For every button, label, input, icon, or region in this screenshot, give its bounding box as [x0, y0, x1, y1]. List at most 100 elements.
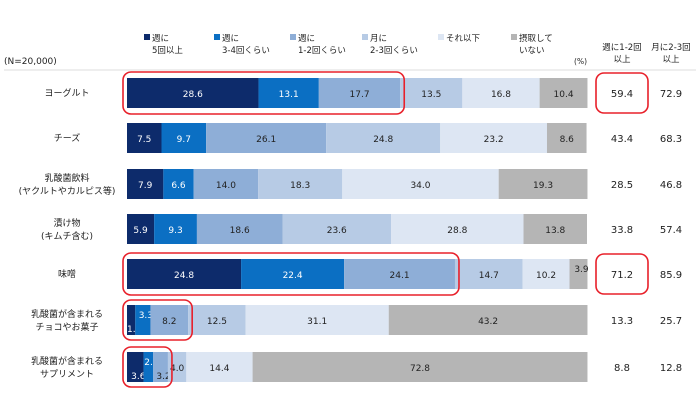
bar-value-r1-s4: 13.5	[421, 90, 441, 100]
bar-segment-r7-s2	[143, 352, 154, 382]
bar-segment-r5-s5	[522, 259, 570, 289]
bar-value-r4-s6: 13.8	[545, 226, 565, 236]
bar-value-r7-s6: 72.8	[410, 364, 430, 374]
bar-segment-r7-s3	[153, 352, 168, 382]
summary2-value-2: 68.3	[660, 134, 682, 145]
summary2-value-5: 85.9	[660, 270, 682, 281]
bar-segment-r1-s3	[318, 78, 401, 108]
bar-segment-r3-s6	[498, 169, 588, 199]
category-label-4-line2: (キムチ含む)	[41, 230, 93, 242]
legend-swatch-4	[362, 34, 368, 40]
category-label-7-line2: サプリメント	[40, 369, 94, 380]
legend-label-4-line1: 月に	[370, 34, 387, 44]
legend-label-2-line1: 週に	[222, 34, 239, 44]
bar-value-r6-s6: 43.2	[478, 317, 498, 327]
bar-segment-r6-s5	[245, 305, 389, 335]
category-label-3-line1: 乳酸菌飲料	[44, 172, 89, 184]
bar-segment-r3-s5	[342, 169, 499, 199]
legend-label-3-line1: 週に	[298, 34, 315, 44]
summary1-value-5: 71.2	[611, 270, 633, 281]
bar-value-r6-s5: 31.1	[307, 317, 327, 327]
bar-segment-r2-s3	[206, 123, 327, 153]
legend-swatch-1	[144, 34, 150, 40]
summary-header-1-line2: 以上	[613, 55, 631, 65]
sample-size-note: (N=20,000)	[4, 57, 57, 67]
highlight-box-bar-6	[122, 299, 193, 341]
bar-segment-r4-s4	[282, 214, 392, 244]
bar-value-r3-s3: 14.0	[216, 181, 236, 191]
summary1-value-6: 13.3	[611, 316, 633, 327]
summary1-value-2: 43.4	[611, 134, 633, 145]
summary-header-1-line1: 週に1-2回	[602, 43, 641, 53]
highlight-box-summary1-5	[595, 253, 649, 295]
legend-swatch-5	[438, 34, 444, 40]
bar-segment-r6-s3	[150, 305, 189, 335]
bar-value-r3-s1: 7.9	[138, 181, 153, 191]
bar-value-r3-s5: 34.0	[410, 181, 430, 191]
summary2-value-1: 72.9	[660, 89, 682, 100]
bar-value-r4-s3: 18.6	[230, 226, 250, 236]
bar-value-r1-s1: 28.6	[183, 90, 203, 100]
bar-segment-r7-s5	[186, 352, 253, 382]
legend-swatch-2	[214, 34, 220, 40]
bar-value-r1-s2: 13.1	[279, 90, 299, 100]
legend-label-4-line2: 2-3回くらい	[370, 46, 418, 56]
bar-segment-r5-s6	[569, 259, 588, 289]
bar-segment-r4-s3	[196, 214, 283, 244]
bar-value-r2-s4: 24.8	[373, 135, 393, 145]
bar-value-r1-s3: 17.7	[350, 90, 370, 100]
category-label-5: 味噌	[58, 268, 76, 280]
bar-value-r6-s3: 8.2	[162, 317, 176, 327]
bar-segment-r4-s6	[523, 214, 587, 244]
bar-value-r2-s5: 23.2	[484, 135, 504, 145]
summary-header-2-line1: 月に2-3回	[651, 43, 690, 53]
bar-segment-r2-s1	[127, 123, 162, 153]
bar-value-r1-s6: 10.4	[554, 90, 574, 100]
bar-value-r7-s1: 3.6	[131, 372, 146, 382]
category-label-4-line1: 漬け物	[53, 217, 80, 229]
bar-segment-r6-s6	[388, 305, 588, 335]
bar-segment-r2-s4	[326, 123, 441, 153]
highlight-box-summary1-1	[595, 72, 649, 114]
bar-segment-r1-s6	[539, 78, 588, 108]
legend-label-1-line1: 週に	[152, 34, 169, 44]
bar-value-r7-s2: 2.1	[144, 358, 158, 368]
bar-value-r6-s1: 1.8	[127, 325, 142, 335]
legend-label-6-line2: いない	[519, 46, 545, 56]
bar-segment-r4-s5	[391, 214, 524, 244]
bar-segment-r2-s6	[546, 123, 587, 153]
bar-value-r5-s2: 22.4	[283, 271, 303, 281]
bar-segment-r1-s5	[462, 78, 540, 108]
bar-value-r3-s6: 19.3	[533, 181, 553, 191]
category-label-6-line2: チョコやお菓子	[35, 321, 98, 333]
bar-value-r4-s2: 9.3	[168, 226, 182, 236]
bar-value-r5-s1: 24.8	[174, 271, 194, 281]
bar-value-r2-s6: 8.6	[560, 135, 575, 145]
bar-segment-r5-s1	[127, 259, 242, 289]
bar-segment-r5-s2	[241, 259, 345, 289]
bar-value-r7-s5: 14.4	[209, 364, 229, 374]
bar-segment-r3-s2	[163, 169, 194, 199]
bar-value-r1-s5: 16.8	[491, 90, 511, 100]
highlight-box-bar-1	[122, 71, 406, 115]
summary2-value-3: 46.8	[660, 180, 682, 191]
bar-value-r5-s3: 24.1	[390, 271, 410, 281]
category-label-3-line2: (ヤクルトやカルピス等)	[19, 185, 116, 197]
bar-segment-r3-s1	[127, 169, 164, 199]
bar-value-r5-s4: 14.7	[479, 271, 499, 281]
category-label-2: チーズ	[54, 132, 81, 144]
bar-segment-r5-s4	[454, 259, 523, 289]
bar-segment-r6-s2	[135, 305, 151, 335]
legend-label-2-line2: 3-4回くらい	[222, 46, 270, 56]
bar-value-r6-s4: 12.5	[207, 317, 227, 327]
bar-value-r3-s4: 18.3	[290, 181, 310, 191]
category-label-6-line1: 乳酸菌が含まれる	[31, 308, 103, 320]
bar-value-r5-s5: 10.2	[536, 271, 556, 281]
bar-value-r7-s4: 4.0	[170, 364, 185, 374]
summary1-value-7: 8.8	[614, 363, 630, 374]
bar-segment-r7-s1	[127, 352, 144, 382]
bar-segment-r7-s6	[252, 352, 588, 382]
summary1-value-4: 33.8	[611, 225, 633, 236]
bar-segment-r6-s4	[188, 305, 246, 335]
